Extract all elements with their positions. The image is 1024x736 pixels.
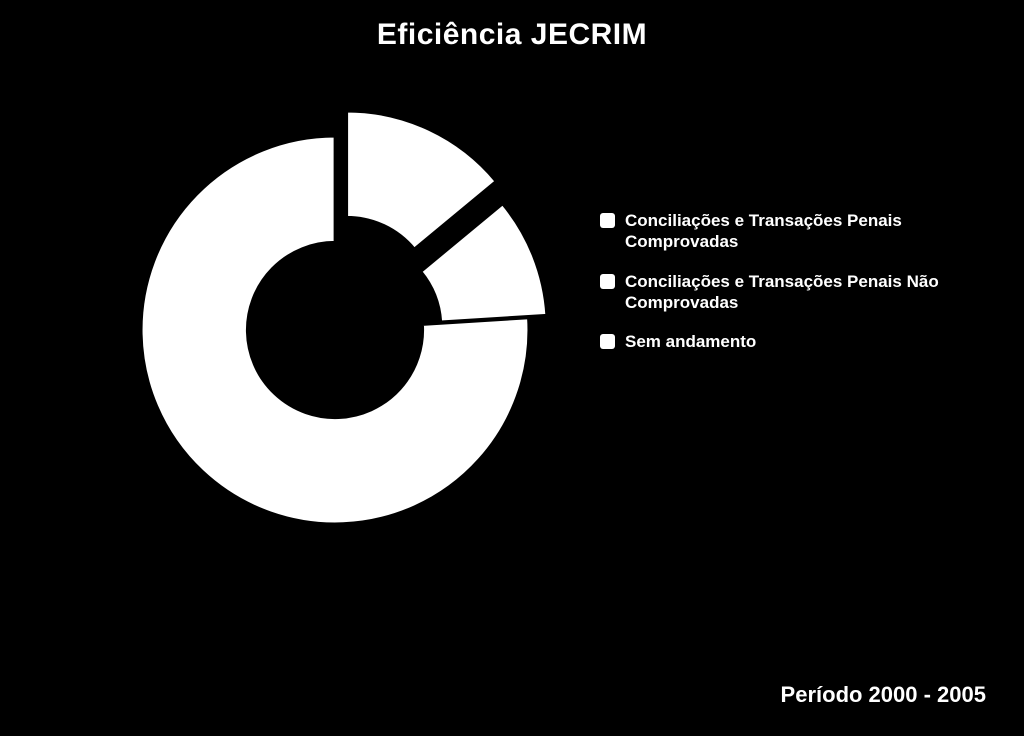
legend-item: Conciliações e Transações Penais Comprov… (600, 210, 980, 253)
chart-title-text: Eficiência JECRIM (377, 18, 647, 51)
period-label: Período 2000 - 2005 (781, 682, 986, 708)
donut-chart (95, 90, 575, 570)
chart-title: Eficiência JECRIM (0, 18, 1024, 52)
legend-label: Sem andamento (625, 331, 756, 352)
legend-swatch-icon (600, 274, 615, 289)
legend-item: Sem andamento (600, 331, 980, 352)
legend-swatch-icon (600, 213, 615, 228)
legend-item: Conciliações e Transações Penais Não Com… (600, 271, 980, 314)
legend: Conciliações e Transações Penais Comprov… (600, 210, 980, 370)
period-text: Período 2000 - 2005 (781, 682, 986, 707)
legend-label: Conciliações e Transações Penais Comprov… (625, 210, 980, 253)
legend-swatch-icon (600, 334, 615, 349)
donut-chart-svg (95, 90, 575, 570)
legend-label: Conciliações e Transações Penais Não Com… (625, 271, 980, 314)
